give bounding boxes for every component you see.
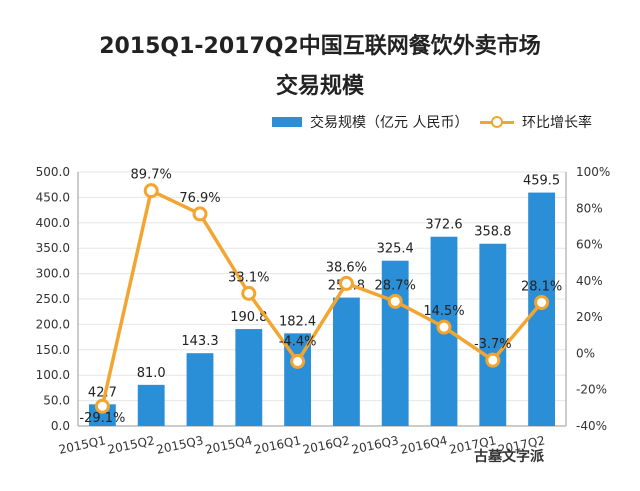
- watermark-text: 古墓文字派: [474, 449, 544, 465]
- line-point: [192, 206, 208, 222]
- y-left-tick-label: 100.0: [36, 368, 70, 382]
- bar-value-label: 190.8: [230, 310, 267, 325]
- line-point: [387, 293, 403, 309]
- line-value-label: -3.7%: [474, 337, 512, 352]
- bar-value-label: 143.3: [181, 334, 218, 349]
- line-value-label: 76.9%: [179, 191, 220, 206]
- line-series: [100, 188, 543, 407]
- y-left-tick-label: 200.0: [36, 317, 70, 331]
- x-tick-label: 2015Q2: [106, 433, 155, 457]
- x-tick-label: 2015Q1: [58, 433, 107, 457]
- y-right-tick-label: 20%: [576, 310, 603, 324]
- y-left-tick-label: 450.0: [36, 190, 70, 204]
- bar: [235, 329, 263, 426]
- line-value-label: 33.1%: [228, 270, 269, 285]
- chart-subtitle: 交易规模: [275, 74, 364, 99]
- bar-value-label: 372.6: [425, 218, 462, 233]
- y-left-tick-label: 150.0: [36, 343, 70, 357]
- x-tick-label: 2016Q3: [350, 433, 399, 457]
- legend-bar-entry: 交易规模（亿元 人民币）: [272, 112, 468, 132]
- y-right-tick-label: 0%: [576, 346, 595, 360]
- legend-bar-label: 交易规模（亿元 人民币）: [310, 115, 469, 131]
- line-value-label: 89.7%: [131, 168, 172, 183]
- y-right-tick-label: 80%: [576, 201, 603, 215]
- line-point: [94, 398, 110, 414]
- bar-value-label: 81.0: [137, 366, 166, 381]
- line-point: [485, 352, 501, 368]
- x-tick-label: 2015Q4: [204, 433, 253, 457]
- line-value-label: 14.5%: [423, 304, 464, 319]
- x-tick-label: 2016Q2: [302, 433, 351, 457]
- bar-value-label: 358.8: [474, 225, 511, 240]
- legend-bar-swatch: [272, 117, 302, 127]
- y-right-tick-label: 40%: [576, 274, 603, 288]
- y-left-tick-label: 350.0: [36, 241, 70, 255]
- x-tick-label: 2015Q3: [155, 433, 204, 457]
- line-point: [241, 285, 257, 301]
- bar-value-label: 42.7: [88, 385, 117, 400]
- legend-line-entry: 环比增长率: [480, 112, 592, 132]
- legend-line-swatch: [480, 116, 514, 128]
- y-left-tick-label: 0.0: [51, 419, 70, 433]
- y-left-tick-label: 50.0: [43, 394, 70, 408]
- y-left-tick-label: 500.0: [36, 165, 70, 179]
- bar: [332, 297, 360, 426]
- bar: [381, 260, 409, 426]
- line-point: [436, 319, 452, 335]
- y-left-tick-label: 300.0: [36, 267, 70, 281]
- line-value-label: 28.7%: [375, 278, 416, 293]
- bar: [479, 243, 507, 426]
- x-tick-label: 2016Q1: [253, 433, 302, 457]
- bar-value-label: 459.5: [523, 174, 560, 189]
- bar: [137, 384, 165, 426]
- legend-line-label: 环比增长率: [522, 115, 592, 131]
- bar: [186, 353, 214, 426]
- line-value-label: -29.1%: [79, 411, 125, 426]
- x-tick-label: 2016Q4: [399, 433, 448, 457]
- y-left-tick-label: 400.0: [36, 216, 70, 230]
- y-right-tick-label: -20%: [576, 383, 607, 397]
- bar: [88, 404, 116, 426]
- line-point: [338, 275, 354, 291]
- line-point: [290, 353, 306, 369]
- bar-value-label: 182.4: [279, 314, 316, 329]
- line-value-label: 38.6%: [326, 260, 367, 275]
- line-value-label: 28.1%: [521, 279, 562, 294]
- chart-title: 2015Q1-2017Q2中国互联网餐饮外卖市场: [99, 34, 541, 59]
- bar-value-label: 325.4: [377, 242, 414, 257]
- line-point: [143, 183, 159, 199]
- line-value-label: -4.4%: [279, 334, 317, 349]
- line-point: [534, 294, 550, 310]
- y-left-tick-label: 250.0: [36, 292, 70, 306]
- y-right-tick-label: 100%: [576, 165, 610, 179]
- y-right-tick-label: 60%: [576, 238, 603, 252]
- y-right-tick-label: -40%: [576, 419, 607, 433]
